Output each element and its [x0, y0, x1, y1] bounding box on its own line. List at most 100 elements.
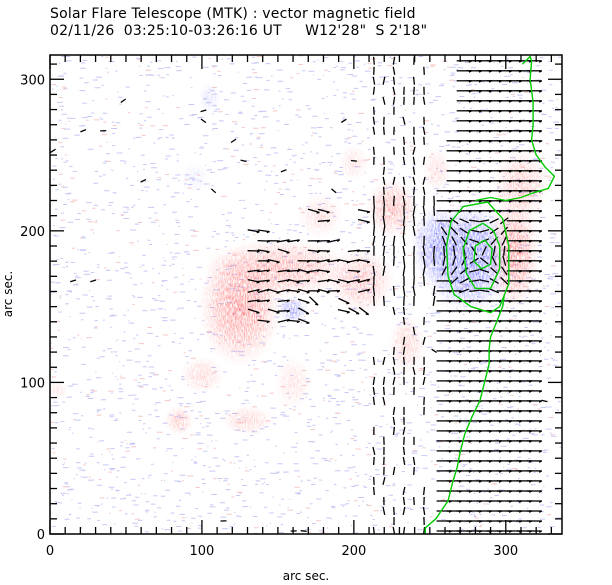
field-vector — [489, 288, 500, 294]
field-vector — [526, 260, 543, 263]
field-vector — [372, 205, 376, 216]
field-vector — [526, 290, 543, 293]
field-vector — [317, 288, 330, 294]
field-vector — [382, 195, 386, 206]
field-vector — [412, 136, 416, 145]
field-vector — [479, 289, 490, 293]
negative-region — [410, 204, 465, 288]
field-vector — [499, 217, 509, 225]
field-vector — [459, 218, 469, 224]
field-vector — [402, 225, 406, 236]
field-vector — [257, 299, 270, 303]
field-vector — [490, 267, 499, 275]
positive-region — [492, 147, 550, 224]
field-vector — [382, 126, 385, 135]
positive-region — [297, 192, 344, 239]
field-vector — [526, 450, 543, 453]
field-vector — [382, 356, 386, 365]
field-vector — [402, 506, 406, 516]
field-vector — [257, 269, 270, 273]
field-vector — [402, 186, 406, 195]
field-vector — [479, 279, 490, 283]
field-vector — [422, 245, 426, 256]
y-axis-label: arc sec. — [1, 271, 15, 317]
contour-outer-boundary — [424, 294, 505, 534]
field-vector — [492, 245, 496, 256]
field-vector — [257, 229, 270, 234]
field-vector — [277, 299, 290, 303]
field-vector — [423, 215, 425, 226]
field-vector — [413, 466, 415, 475]
field-vector — [412, 186, 416, 195]
field-vector — [382, 396, 386, 405]
field-vector — [340, 118, 347, 123]
field-vector — [358, 306, 370, 316]
field-vector — [392, 86, 396, 95]
field-vector — [422, 205, 426, 216]
field-vector — [412, 326, 416, 335]
positive-region — [274, 355, 313, 409]
field-vector — [120, 98, 127, 104]
field-vector — [402, 215, 406, 226]
field-vector — [451, 236, 458, 246]
field-vector — [392, 406, 396, 415]
field-vector — [372, 396, 376, 405]
field-vector — [402, 316, 406, 325]
field-vector — [526, 330, 543, 333]
field-vector — [297, 279, 311, 283]
field-vector — [526, 130, 543, 133]
field-vector — [481, 246, 487, 256]
x-axis-label: arc sec. — [283, 569, 329, 583]
field-vector — [392, 426, 396, 435]
field-vector — [423, 66, 425, 75]
field-vector — [526, 360, 543, 363]
field-vector — [402, 446, 406, 455]
field-vector — [526, 500, 543, 503]
field-vector — [372, 146, 375, 155]
field-vector — [526, 470, 543, 473]
field-vector — [452, 255, 457, 266]
field-vector — [526, 410, 543, 413]
field-vector — [402, 156, 406, 165]
field-vector — [526, 100, 543, 103]
field-vector — [479, 257, 489, 265]
field-vector — [357, 259, 370, 264]
field-vector — [422, 255, 426, 266]
y-tick-label: 100 — [20, 376, 45, 391]
field-vector — [257, 249, 270, 254]
field-vector — [450, 226, 459, 235]
field-vector — [432, 285, 436, 296]
field-vector — [277, 239, 290, 243]
field-vector — [526, 510, 543, 513]
field-vector — [526, 270, 543, 273]
field-vector — [526, 70, 543, 73]
field-vector — [382, 295, 385, 306]
field-vector — [382, 186, 385, 195]
field-vector — [526, 420, 543, 423]
field-vector — [140, 178, 147, 183]
field-vector — [413, 245, 415, 256]
field-vector — [423, 396, 425, 405]
contour-neg-inner — [473, 239, 493, 270]
field-vector — [526, 220, 543, 223]
field-vector — [372, 126, 376, 135]
field-vector — [372, 446, 376, 455]
field-vector — [297, 298, 310, 304]
field-vector — [479, 268, 490, 274]
positive-region — [163, 405, 195, 436]
field-vector — [422, 265, 426, 276]
field-vector — [230, 138, 237, 144]
field-vector — [200, 109, 207, 113]
field-vector — [526, 230, 543, 233]
field-vector — [300, 530, 307, 532]
positive-region — [220, 405, 275, 436]
field-vector — [503, 245, 506, 256]
field-vector — [372, 376, 376, 385]
contour-top-boundary — [475, 55, 556, 202]
field-vector — [526, 60, 543, 63]
field-vector — [200, 118, 207, 124]
field-vector — [382, 265, 386, 276]
field-vector — [372, 386, 376, 395]
field-vector — [526, 430, 543, 433]
